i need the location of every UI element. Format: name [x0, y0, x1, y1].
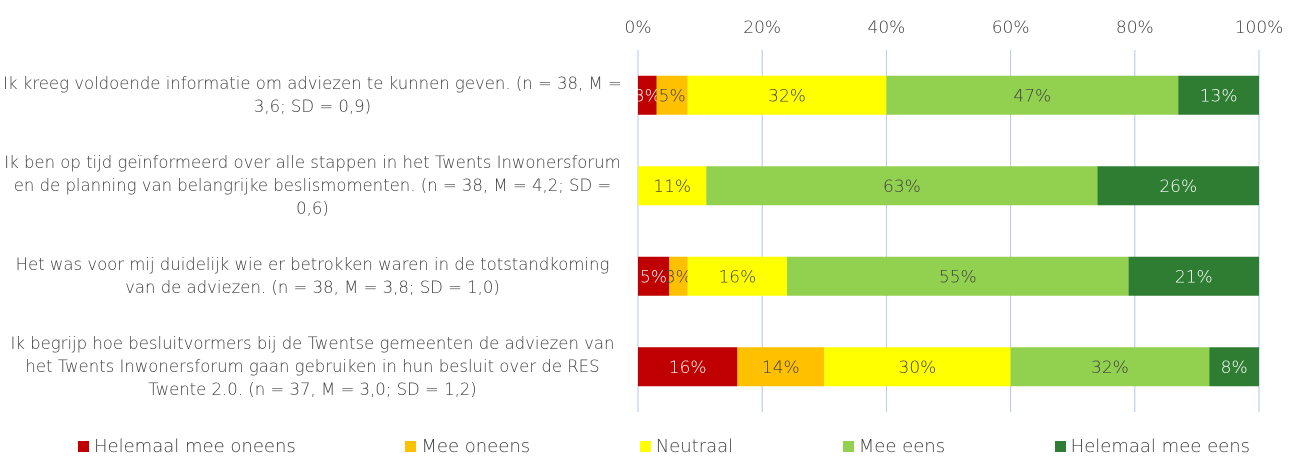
- data-label: 5%: [659, 86, 686, 106]
- x-tick-label: 100%: [1235, 18, 1284, 38]
- data-label: 13%: [1200, 86, 1238, 106]
- legend-swatch: [1054, 441, 1066, 452]
- bar-segment: [638, 166, 707, 206]
- legend-swatch: [78, 441, 89, 452]
- bar-segment: [1097, 166, 1259, 206]
- bar-segment: [638, 256, 670, 296]
- bar-segment: [1209, 347, 1259, 387]
- bar-segment: [1010, 347, 1210, 387]
- data-label: 14%: [762, 358, 800, 378]
- data-label: 11%: [653, 177, 691, 197]
- bar-segment: [824, 347, 1011, 387]
- legend-item: Helemaal mee eens: [1054, 436, 1250, 457]
- legend-item: Mee eens: [842, 436, 946, 457]
- legend-item: Mee oneens: [405, 436, 530, 457]
- data-label: 16%: [718, 267, 756, 287]
- bar-segment: [706, 166, 1098, 206]
- data-label: 3%: [634, 86, 661, 106]
- data-label: 21%: [1175, 267, 1213, 287]
- data-label: 5%: [640, 267, 667, 287]
- legend-swatch: [842, 441, 854, 452]
- x-tick-label: 20%: [743, 18, 781, 38]
- legend-item: Helemaal mee oneens: [78, 436, 296, 457]
- legend-label: Neutraal: [655, 436, 734, 457]
- bar-segment: [886, 75, 1179, 115]
- legend: Helemaal mee oneens Mee oneens Neutraal Mee…: [78, 436, 1250, 457]
- data-label: 26%: [1159, 177, 1197, 197]
- legend-label: Mee eens: [858, 436, 946, 457]
- category-label: Ik kreeg voldoende informatie om advieze…: [3, 74, 622, 117]
- bar-segment: [656, 75, 688, 115]
- bar-segment: [1128, 256, 1259, 296]
- data-label: 32%: [1091, 358, 1129, 378]
- data-label: 8%: [1221, 358, 1248, 378]
- data-label: 3%: [665, 267, 692, 287]
- x-tick-label: 40%: [868, 18, 906, 38]
- legend-swatch: [405, 441, 417, 452]
- x-tick-label: 0%: [625, 18, 652, 38]
- data-label: 55%: [939, 267, 977, 287]
- legend-swatch: [639, 441, 651, 452]
- bar-segment: [687, 256, 788, 296]
- bar-segment: [669, 256, 688, 296]
- bar-segment: [638, 75, 657, 115]
- data-label: 30%: [899, 358, 937, 378]
- x-tick-label: 80%: [1116, 18, 1154, 38]
- data-label: 16%: [669, 358, 707, 378]
- data-label: 63%: [883, 177, 921, 197]
- legend-label: Mee oneens: [421, 436, 531, 457]
- legend-label: Helemaal mee oneens: [94, 436, 296, 457]
- category-label: Ik begrijp hoe besluitvormers bij de Twe…: [10, 334, 615, 400]
- bar-segment: [638, 347, 738, 387]
- legend-label: Helemaal mee eens: [1070, 436, 1250, 457]
- x-tick-label: 60%: [992, 18, 1030, 38]
- category-label: Ik ben op tijd geïnformeerd over alle st…: [4, 153, 621, 219]
- bar-segment: [787, 256, 1129, 296]
- bar-segment: [1178, 75, 1259, 115]
- legend-item: Neutraal: [639, 436, 734, 457]
- data-label: 32%: [768, 86, 806, 106]
- data-label: 47%: [1013, 86, 1051, 106]
- bar-segment: [687, 75, 887, 115]
- category-label: Het was voor mij duidelijk wie er betrok…: [15, 255, 610, 298]
- bar-segment: [737, 347, 825, 387]
